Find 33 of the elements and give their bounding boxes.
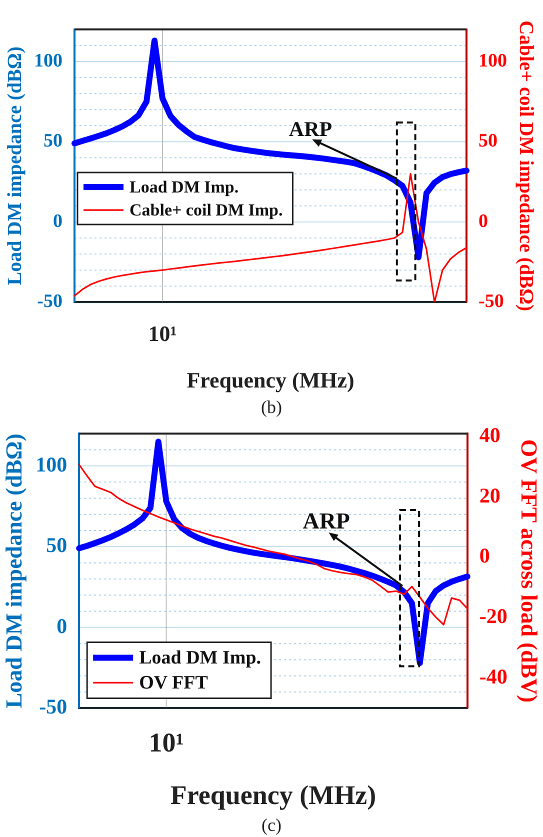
y-axis-title: Load DM impedance (dBΩ) [4,46,26,286]
text: (b) [260,397,283,417]
y-tick-label: 0 [56,614,68,638]
y-tick-label: 100 [36,452,68,476]
y2-tick-label: 0 [479,544,490,568]
x-tick-label: 10¹ [148,321,177,346]
x-tick-label: 10¹ [148,727,184,758]
legend-label: Cable+ coil DM Imp. [130,200,283,220]
annotation: ARP [302,508,350,534]
annotation: ARP [288,116,332,141]
y2-axis-title: OV FFT across load (dBV) [516,439,542,703]
x-axis-title: Frequency (MHz) [186,367,354,392]
y2-tick-label: 0 [478,210,488,232]
text: (c) [260,815,282,835]
y2-tick-label: 40 [479,423,500,448]
legend-label: OV FFT [139,672,208,694]
y-tick-label: 0 [53,210,62,232]
y2-tick-label: 100 [478,50,507,72]
y2-tick-label: -20 [479,604,508,628]
y-tick-label: 100 [34,50,62,72]
y2-tick-label: 50 [478,130,498,152]
y2-tick-label: -40 [479,664,508,688]
y-tick-label: -50 [37,291,62,312]
legend-label: Load DM Imp. [130,177,239,196]
y2-tick-label: -50 [478,291,504,312]
y-axis-title: Load DM impedance (dBΩ) [2,434,27,708]
y2-axis-title: Cable+ coil DM impedance (dBΩ) [514,20,537,312]
y2-tick-label: 20 [479,483,500,508]
x-axis-title: Frequency (MHz) [170,780,376,810]
y-tick-label: 50 [46,533,68,558]
y-tick-label: 50 [44,130,62,152]
y-tick-label: -50 [39,694,68,719]
legend-label: Load DM Imp. [139,648,262,669]
